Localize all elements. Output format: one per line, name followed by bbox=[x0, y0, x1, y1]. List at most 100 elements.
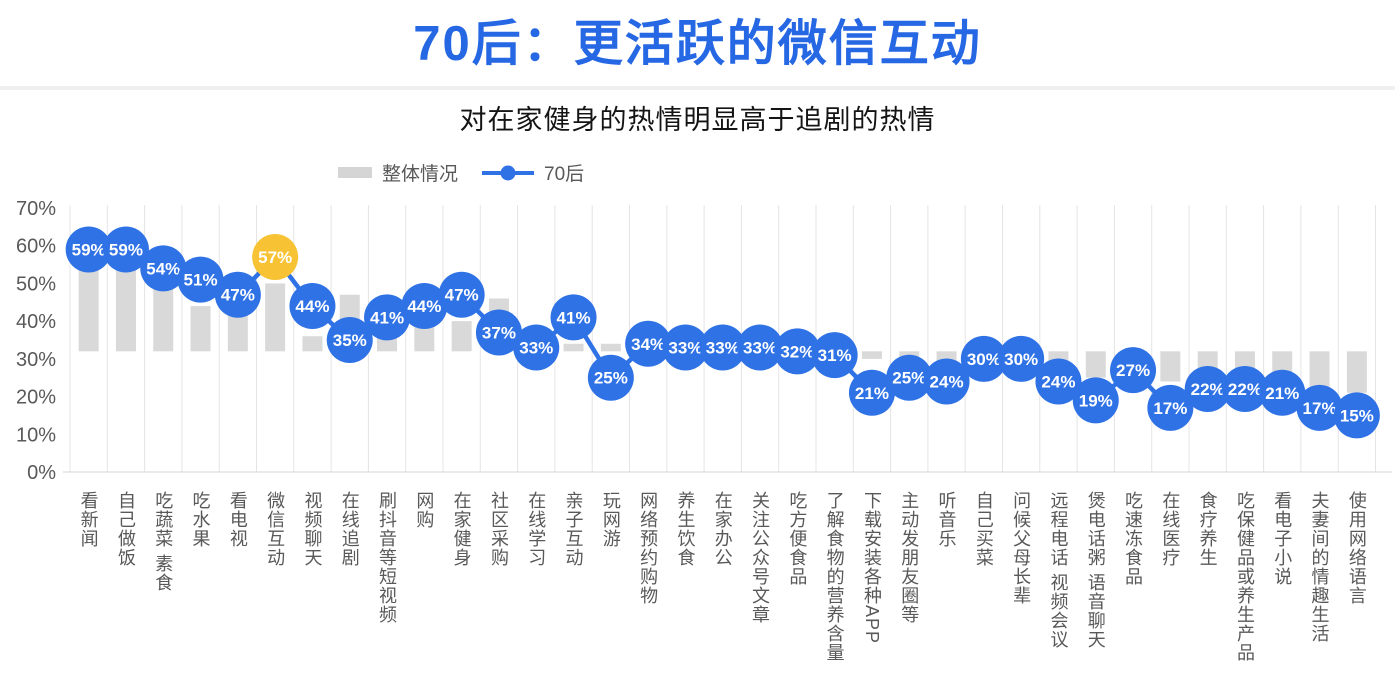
data-point-label: 19% bbox=[1079, 391, 1113, 410]
chart-plot-area: 0%10%20%30%40%50%60%70%59% 59%54%51%47%57… bbox=[16, 198, 1392, 484]
x-axis-category-label: 自己做饭 bbox=[115, 491, 136, 567]
data-point-label: 41% bbox=[557, 308, 591, 327]
x-axis-category-label: 社区采购 bbox=[488, 491, 509, 567]
x-axis-category-label: 下载安装各种APP bbox=[861, 491, 882, 645]
data-point-marker-highlight bbox=[252, 234, 299, 281]
data-point-label: 47% bbox=[221, 286, 255, 305]
x-axis-category-label: 吃蔬菜 素食 bbox=[153, 491, 174, 593]
y-axis-tick-label: 50% bbox=[16, 273, 56, 295]
data-point-label: 37% bbox=[482, 323, 516, 342]
y-axis-tick-label: 20% bbox=[16, 387, 56, 409]
data-point-marker bbox=[1110, 347, 1157, 394]
data-point-marker bbox=[1259, 369, 1306, 416]
x-axis-category-label: 夫妻间的情趣生活 bbox=[1309, 491, 1330, 643]
x-axis-category-label: 玩网游 bbox=[600, 491, 621, 548]
data-point-marker bbox=[214, 271, 261, 318]
data-point-marker bbox=[886, 354, 933, 401]
x-axis-category-label: 使用网络语言 bbox=[1346, 491, 1367, 605]
data-point-label: 25% bbox=[594, 369, 628, 388]
data-point-label: 33% bbox=[706, 339, 740, 358]
page-title: 70后：更活跃的微信互动 bbox=[413, 17, 982, 71]
data-point-marker bbox=[848, 369, 895, 416]
data-point-label: 22% bbox=[1228, 380, 1262, 399]
data-point-label: 44% bbox=[295, 297, 329, 316]
data-point-label: 21% bbox=[855, 384, 889, 403]
data-point-label: 24% bbox=[930, 372, 964, 391]
data-point-marker bbox=[1147, 384, 1194, 431]
data-point-label: 24% bbox=[1041, 372, 1075, 391]
data-point-label: 27% bbox=[1116, 361, 1150, 380]
x-axis-category-label: 养生饮食 bbox=[675, 491, 696, 567]
x-axis-category-label: 吃保健品或养生产品 bbox=[1234, 491, 1255, 662]
overall-bar bbox=[1309, 351, 1330, 393]
data-point-label: 32% bbox=[780, 342, 814, 361]
x-axis-category-label: 吃方便食品 bbox=[787, 491, 808, 586]
x-axis-category-label: 主动发朋友圈等 bbox=[899, 491, 920, 624]
data-point-label: 33% bbox=[743, 339, 777, 358]
x-axis-category-label: 听音乐 bbox=[936, 491, 957, 548]
x-axis-category-label: 了解食物的营养含量 bbox=[824, 491, 845, 662]
data-point-marker bbox=[102, 226, 149, 273]
x-axis-category-label: 自己买菜 bbox=[973, 491, 994, 567]
overall-bar bbox=[414, 321, 435, 352]
x-axis-category-label: 亲子互动 bbox=[563, 491, 584, 567]
y-axis-tick-label: 60% bbox=[16, 236, 56, 258]
overall-bar bbox=[563, 343, 584, 352]
x-axis-category-label: 看新闻 bbox=[78, 491, 99, 548]
overall-bar bbox=[936, 351, 957, 363]
data-point-marker bbox=[364, 294, 411, 341]
data-point-marker bbox=[550, 294, 597, 341]
overall-bar bbox=[302, 336, 323, 352]
data-point-marker bbox=[140, 245, 187, 292]
data-point-label: 17% bbox=[1153, 399, 1187, 418]
data-point-label: 35% bbox=[333, 331, 367, 350]
data-point-marker bbox=[923, 358, 970, 405]
y-axis-tick-label: 70% bbox=[16, 198, 56, 220]
y-axis-tick-label: 0% bbox=[27, 462, 56, 484]
page-subtitle: 对在家健身的热情明显高于追剧的热情 bbox=[459, 105, 936, 135]
data-point-label: 54% bbox=[146, 259, 180, 278]
x-axis-category-label: 微信互动 bbox=[265, 491, 286, 567]
legend-bar-swatch bbox=[338, 167, 372, 178]
x-axis-category-label: 在线学习 bbox=[526, 491, 547, 567]
x-axis-category-label: 看电视 bbox=[227, 491, 248, 548]
overall-bar bbox=[153, 287, 174, 352]
data-point-label: 44% bbox=[407, 297, 441, 316]
data-point-marker bbox=[1221, 366, 1268, 413]
data-point-marker bbox=[1184, 366, 1231, 413]
data-point-label: 25% bbox=[892, 369, 926, 388]
overall-bar bbox=[1160, 351, 1181, 382]
x-axis-category-label: 视频聊天 bbox=[302, 491, 323, 567]
data-point-label: 57% bbox=[258, 248, 292, 267]
x-axis-category-label: 吃水果 bbox=[190, 491, 211, 548]
data-point-marker bbox=[1035, 358, 1082, 405]
overall-bar bbox=[861, 351, 882, 359]
data-point-label: 31% bbox=[818, 346, 852, 365]
overall-bar bbox=[265, 283, 286, 352]
legend-line-label: 70后 bbox=[544, 164, 585, 185]
data-point-marker bbox=[662, 324, 709, 371]
data-point-label: 17% bbox=[1303, 399, 1337, 418]
data-point-label: 15% bbox=[1340, 406, 1374, 425]
x-axis-category-label: 在线追剧 bbox=[339, 491, 360, 567]
y-axis-tick-label: 30% bbox=[16, 349, 56, 371]
data-point-label: 33% bbox=[668, 339, 702, 358]
data-point-marker bbox=[289, 283, 336, 330]
data-point-marker bbox=[1296, 384, 1343, 431]
overall-bar bbox=[115, 268, 136, 352]
data-point-marker bbox=[513, 324, 560, 371]
data-point-marker bbox=[811, 332, 858, 379]
data-point-label: 30% bbox=[967, 350, 1001, 369]
x-axis-category-label: 关注公众号文章 bbox=[750, 491, 771, 624]
x-axis-category-label: 网络预约购物 bbox=[638, 491, 659, 605]
y-axis-tick-label: 40% bbox=[16, 311, 56, 333]
data-point-label: 41% bbox=[370, 308, 404, 327]
data-point-marker bbox=[998, 335, 1045, 382]
data-point-label: 21% bbox=[1265, 384, 1299, 403]
data-point-marker bbox=[475, 309, 522, 356]
data-point-label: 33% bbox=[519, 339, 553, 358]
overall-bar bbox=[1085, 351, 1106, 378]
data-point-label: 59% bbox=[109, 240, 143, 259]
x-axis-category-label: 吃速冻食品 bbox=[1123, 491, 1144, 586]
